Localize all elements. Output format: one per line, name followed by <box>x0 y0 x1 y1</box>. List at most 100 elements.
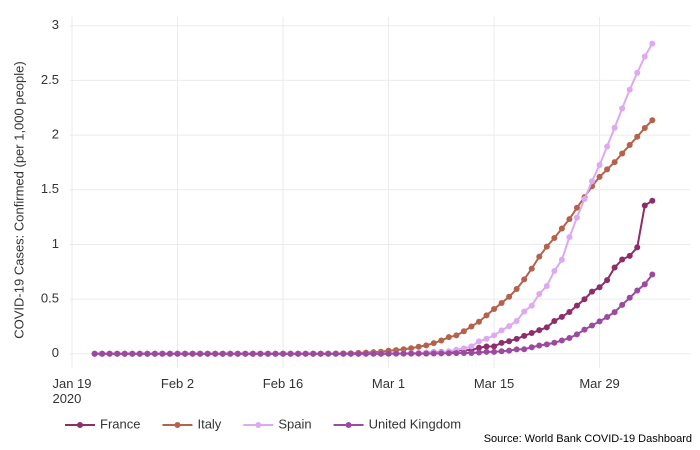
data-point <box>400 350 407 357</box>
legend-item: United Kingdom <box>333 416 462 431</box>
data-point <box>634 133 641 140</box>
data-point <box>227 350 234 357</box>
data-point <box>528 330 535 337</box>
data-point <box>641 202 648 209</box>
data-point <box>573 214 580 221</box>
data-point <box>393 350 400 357</box>
data-point <box>521 346 528 353</box>
y-axis-title: COVID-19 Cases: Confirmed (per 1,000 peo… <box>11 61 26 338</box>
grid <box>70 17 690 368</box>
data-point <box>498 348 505 355</box>
data-point <box>611 124 618 131</box>
data-point <box>378 350 384 357</box>
data-point <box>174 350 181 357</box>
data-point <box>536 342 543 349</box>
data-point <box>641 281 648 288</box>
legend-marker <box>345 422 352 428</box>
data-point <box>129 350 136 357</box>
data-point <box>589 288 596 295</box>
data-point <box>498 327 505 334</box>
data-point <box>136 350 143 357</box>
data-point <box>272 350 279 357</box>
data-point <box>491 332 498 339</box>
data-point <box>430 350 437 357</box>
data-point <box>589 322 596 329</box>
data-point <box>151 350 158 357</box>
data-point <box>430 340 437 347</box>
data-point <box>573 302 580 309</box>
data-point <box>558 225 565 232</box>
data-point <box>257 350 264 357</box>
data-point <box>506 323 513 330</box>
data-point <box>385 350 392 357</box>
data-point <box>543 341 550 348</box>
data-point <box>573 331 580 338</box>
data-point <box>581 296 588 303</box>
data-point <box>99 350 106 357</box>
data-point <box>340 350 347 357</box>
data-point <box>543 324 550 331</box>
data-point <box>551 268 558 275</box>
data-point <box>536 290 543 297</box>
data-point <box>287 350 294 357</box>
data-point <box>204 350 211 357</box>
data-point <box>498 300 505 307</box>
data-point <box>543 243 550 250</box>
legend-label: United Kingdom <box>369 416 462 431</box>
data-point <box>589 178 596 185</box>
data-point <box>566 216 573 223</box>
legend-marker <box>77 422 83 428</box>
data-point <box>475 318 482 325</box>
data-point <box>513 317 520 324</box>
data-point <box>166 350 173 357</box>
data-point <box>513 335 520 342</box>
data-point <box>415 343 422 350</box>
data-point <box>347 350 354 357</box>
legend-item: France <box>65 416 140 431</box>
data-point <box>634 244 641 251</box>
data-point <box>604 166 611 173</box>
data-point <box>604 277 611 284</box>
data-point <box>573 204 580 211</box>
data-point <box>551 339 558 346</box>
data-point <box>325 350 332 357</box>
data-point <box>581 326 588 333</box>
data-point <box>649 40 656 47</box>
y-tick-label: 1 <box>52 236 59 251</box>
data-point <box>460 350 467 357</box>
data-point <box>649 271 656 278</box>
data-point <box>604 143 611 150</box>
data-point <box>513 286 520 293</box>
data-point <box>634 69 641 76</box>
data-point <box>626 252 633 259</box>
data-point <box>234 350 241 357</box>
data-point <box>491 343 498 350</box>
data-point <box>634 287 641 294</box>
data-point <box>558 313 565 320</box>
data-point <box>619 150 626 157</box>
y-tick-label: 2 <box>52 127 59 142</box>
legend-marker <box>255 422 262 428</box>
data-point <box>604 314 611 321</box>
x-tick-label: Feb 2 <box>160 376 195 391</box>
data-point <box>626 294 633 301</box>
data-point <box>475 349 482 356</box>
data-point <box>355 350 362 357</box>
data-point <box>649 197 656 204</box>
data-point <box>551 234 558 241</box>
data-point <box>528 344 535 351</box>
legend-label: Spain <box>278 416 311 431</box>
series-line <box>94 199 653 355</box>
data-point <box>521 276 528 283</box>
data-point <box>566 335 573 342</box>
y-tick-label: 2.5 <box>41 72 59 87</box>
data-point <box>468 323 475 330</box>
data-point <box>475 344 482 351</box>
data-point <box>596 173 603 180</box>
x-tick-label: Mar 15 <box>473 376 515 391</box>
data-point <box>506 347 513 354</box>
data-point <box>513 346 520 353</box>
data-point <box>566 234 573 241</box>
x-tick-label: Feb 16 <box>262 376 304 391</box>
legend-label: Italy <box>197 416 221 431</box>
